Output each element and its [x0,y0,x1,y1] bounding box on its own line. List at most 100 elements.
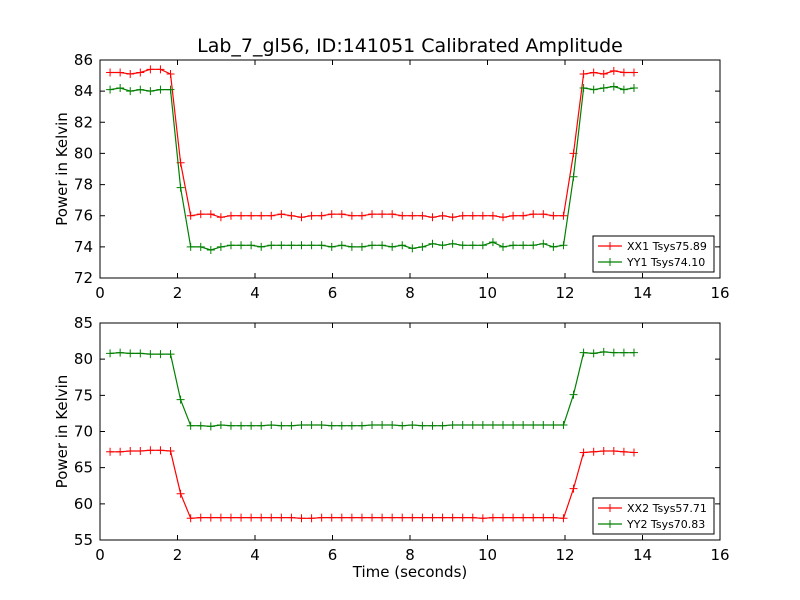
y-axis-label: Power in Kelvin [53,375,71,489]
data-point [418,242,427,251]
data-point [629,448,638,457]
data-point [609,348,618,357]
data-point [539,239,548,248]
data-point [136,68,145,77]
x-tick-label: 2 [173,284,183,302]
legend-marker [606,520,614,528]
data-point [247,241,256,250]
data-point [106,447,115,456]
data-point [378,513,387,522]
data-point [216,420,225,429]
data-point [438,211,447,220]
data-point [327,242,336,251]
data-point [468,241,477,250]
data-point [126,349,135,358]
x-tick-label: 16 [710,284,729,302]
data-point [307,211,316,220]
data-point [398,513,407,522]
data-point [186,421,195,430]
data-point [257,421,266,430]
data-point [216,242,225,251]
data-point [297,420,306,429]
data-point [277,513,286,522]
data-point [478,420,487,429]
data-point [378,241,387,250]
data-point [257,513,266,522]
y-tick-label: 55 [74,531,93,549]
data-point [378,210,387,219]
data-point [196,210,205,219]
data-point [609,447,618,456]
data-point [277,210,286,219]
data-point [519,211,528,220]
data-point [347,421,356,430]
data-point [408,513,417,522]
data-point [499,213,507,222]
data-point [216,513,225,522]
data-point [398,211,407,220]
data-point [468,420,477,429]
data-point [156,446,165,455]
data-point [226,211,235,220]
data-point [499,513,507,522]
data-point [347,211,356,220]
data-point [307,420,316,429]
x-tick-label: 10 [478,546,497,564]
data-point [589,85,598,94]
data-point [156,65,165,74]
data-point [317,211,326,220]
data-point [609,66,618,75]
data-point [196,242,205,251]
data-point [116,84,125,93]
data-point [196,421,205,430]
data-point [408,244,417,253]
data-point [136,349,145,358]
data-point [438,241,447,250]
legend-label-2: YY1 Tsys74.10 [626,256,705,269]
data-point [428,239,437,248]
data-point [206,513,215,522]
y-tick-label: 60 [74,495,93,513]
x-tick-label: 6 [328,546,338,564]
data-point [136,447,145,456]
data-point [297,514,306,523]
data-point [619,85,628,94]
data-point [549,211,558,220]
data-point [287,241,296,250]
x-tick-label: 12 [555,546,574,564]
data-point [589,68,598,77]
data-point [156,350,165,359]
data-point [629,68,638,77]
legend-box [592,235,715,273]
data-point [509,420,518,429]
data-point [368,210,377,219]
data-point [368,241,377,250]
data-point [186,211,195,220]
x-tick-label: 16 [710,546,729,564]
data-point [599,84,608,93]
y-tick-label: 70 [74,423,93,441]
data-point [509,241,518,250]
x-tick-label: 14 [633,546,652,564]
data-point [247,211,256,220]
data-point [549,420,558,429]
y-tick-label: 65 [74,459,93,477]
x-tick-label: 4 [250,284,260,302]
data-point [438,421,447,430]
data-point [559,241,568,250]
y-tick-label: 86 [74,51,93,69]
data-point [116,447,125,456]
data-point [448,239,457,248]
data-point [418,421,427,430]
data-point [186,242,195,251]
data-point [529,241,538,250]
chart-bottom: 0 2 4 6 8 10 12 14 16 55 60 65 70 75 80 85 Power in Kelv… [53,314,730,581]
data-point [539,513,548,522]
x-tick-label: 8 [405,546,415,564]
data-point [317,420,326,429]
chart-top: Lab_7_gl56, ID:141051 Calibrated Amplitu… [53,35,730,302]
data-point [378,420,387,429]
data-point [136,85,145,94]
x-tick-label: 10 [478,284,497,302]
data-point [146,446,155,455]
